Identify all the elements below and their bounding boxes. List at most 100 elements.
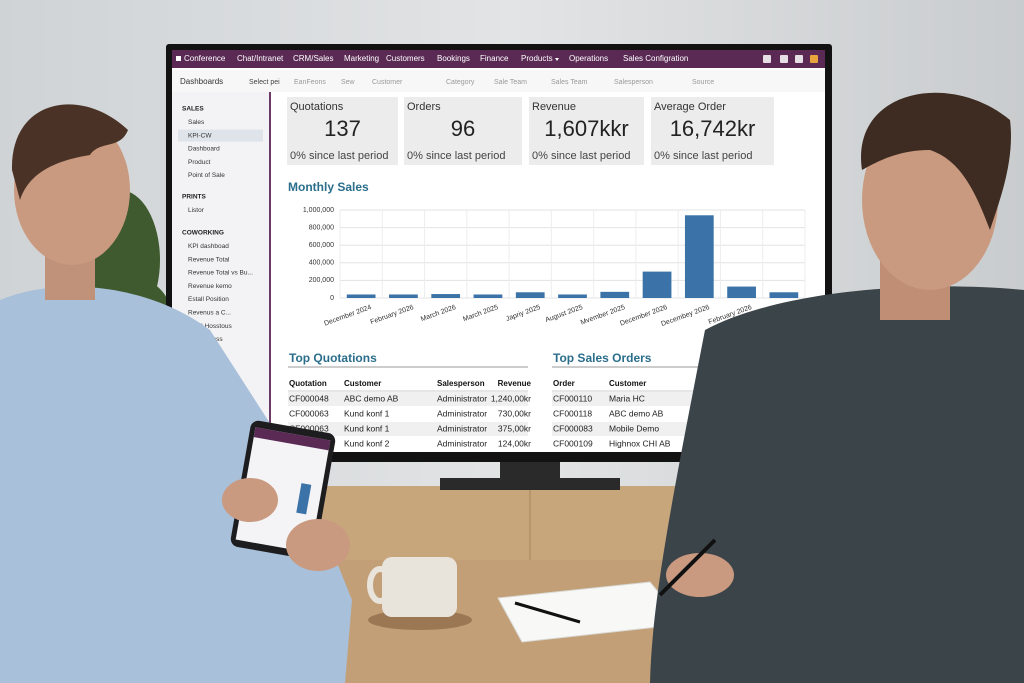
table-cell: CF000109 [553, 438, 593, 448]
sidebar-item[interactable]: KPI dashboad [188, 243, 229, 250]
nav-item[interactable]: Chat/Intranet [237, 54, 284, 63]
mug [382, 557, 457, 617]
people [0, 92, 1024, 683]
table-cell: ABC demo AB [609, 408, 664, 418]
sidebar-item[interactable]: Revenus a C... [188, 310, 231, 317]
table-title: Top Quotations [289, 351, 377, 365]
filter-item[interactable]: Customer [372, 79, 403, 86]
nav-item[interactable]: CRM/Sales [293, 54, 333, 63]
left-hand-2 [286, 519, 350, 571]
kpi-value: 16,742kr [670, 116, 756, 141]
sidebar-item[interactable]: Listor [188, 207, 205, 214]
table-cell: CF000048 [289, 393, 329, 403]
filter-item[interactable]: Sales Team [551, 79, 588, 86]
sidebar-section: SALES [182, 106, 204, 113]
kpi-value: 96 [451, 116, 475, 141]
filter-item[interactable]: Source [692, 79, 714, 86]
filter-item[interactable]: Sew [341, 79, 356, 86]
table-cell: Administrator [437, 423, 487, 433]
sidebar-item[interactable]: Dashboard [188, 146, 220, 153]
table-cell: Kund konf 1 [344, 423, 390, 433]
pen [658, 538, 717, 597]
nav-item[interactable]: Marketing [344, 54, 379, 63]
table-cell: Maria HC [609, 393, 645, 403]
table-cell: Kund konf 1 [344, 408, 390, 418]
table-header: Revenue [498, 379, 532, 388]
right-hand [666, 553, 734, 597]
nav-icon [795, 55, 803, 63]
bar [642, 271, 672, 298]
kpi-label: Revenue [532, 101, 576, 113]
kpi-change: 0% since last period [654, 150, 752, 162]
y-tick-label: 0 [330, 295, 334, 302]
bar [346, 294, 376, 298]
sidebar-item[interactable]: Revenue Total [188, 256, 230, 263]
table-cell: CF000083 [553, 423, 593, 433]
table-cell: 124,00kr [498, 438, 531, 448]
table-cell: Kund konf 2 [344, 438, 390, 448]
table-cell: CF000063 [289, 408, 329, 418]
kpi-card [651, 97, 774, 165]
pen-on-notebook [514, 601, 581, 624]
table-header: Order [553, 379, 575, 388]
mug-handle [367, 566, 393, 604]
nav-icon [810, 55, 818, 63]
right-person-hair [861, 92, 1011, 231]
left-person-shirt [0, 286, 352, 683]
kpi-label: Orders [407, 101, 441, 113]
filter-item[interactable]: Salesperson [614, 79, 653, 86]
nav-item[interactable]: Products [521, 54, 553, 63]
sidebar-section: COWORKING [182, 230, 224, 237]
nav-item[interactable]: Operations [569, 54, 608, 63]
kpi-label: Quotations [290, 101, 344, 113]
sidebar-item[interactable]: Revenue kemo [188, 283, 232, 290]
sidebar-item[interactable]: ABPI Hosstous [188, 323, 232, 330]
left-person-hair [11, 104, 129, 200]
table-cell: ABC demo AB [344, 393, 399, 403]
dropdown-caret [555, 58, 559, 61]
filter-item[interactable]: Sale Team [494, 79, 527, 86]
bar [727, 286, 756, 298]
left-hand [222, 478, 278, 522]
nav-item[interactable]: Sales Configration [623, 54, 688, 63]
sidebar-item[interactable]: Product [188, 159, 211, 166]
sidebar-item[interactable]: Point of Sale [188, 172, 225, 179]
table-row-bg [288, 392, 528, 406]
bar [558, 294, 587, 298]
y-tick-label: 400,000 [309, 260, 334, 267]
y-tick-label: 1,000,000 [303, 207, 334, 214]
table-cell: Administrator [437, 393, 487, 403]
table-row-bg [288, 422, 528, 436]
y-tick-label: 800,000 [309, 224, 334, 231]
kpi-card [529, 97, 644, 165]
bar [473, 294, 503, 298]
kpi-value: 1,607kkr [544, 116, 628, 141]
filter-item[interactable]: Category [446, 79, 475, 86]
sidebar-item[interactable]: Sales [188, 119, 205, 126]
bar [431, 294, 461, 298]
nav-item[interactable]: Bookings [437, 54, 470, 63]
filter-bar [172, 70, 825, 92]
y-tick-label: 200,000 [309, 277, 334, 284]
sidebar-border [269, 92, 271, 452]
table-cell: Highnox CHI AB [609, 438, 671, 448]
filter-item[interactable]: Select pei [249, 79, 280, 86]
filter-item[interactable]: EanFeons [294, 79, 326, 86]
table-header: Salesperson [437, 379, 485, 388]
table-cell: Administrator [437, 408, 487, 418]
bar [515, 292, 545, 298]
kpi-change: 0% since last period [532, 150, 630, 162]
sidebar-item[interactable]: KPI-CW [188, 132, 212, 139]
sidebar-section: PRINTS [182, 194, 207, 201]
nav-item[interactable]: Customers [386, 54, 425, 63]
right-person-shirt [650, 286, 1024, 683]
kpi-card [287, 97, 398, 165]
y-tick-label: 600,000 [309, 242, 334, 249]
sidebar-item[interactable]: Estall Position [188, 296, 229, 303]
nav-item[interactable]: Finance [480, 54, 509, 63]
sidebar-item[interactable]: Revenue Total vs Bu... [188, 270, 253, 277]
table-cell: 375,00kr [498, 423, 531, 433]
bar [684, 215, 714, 298]
